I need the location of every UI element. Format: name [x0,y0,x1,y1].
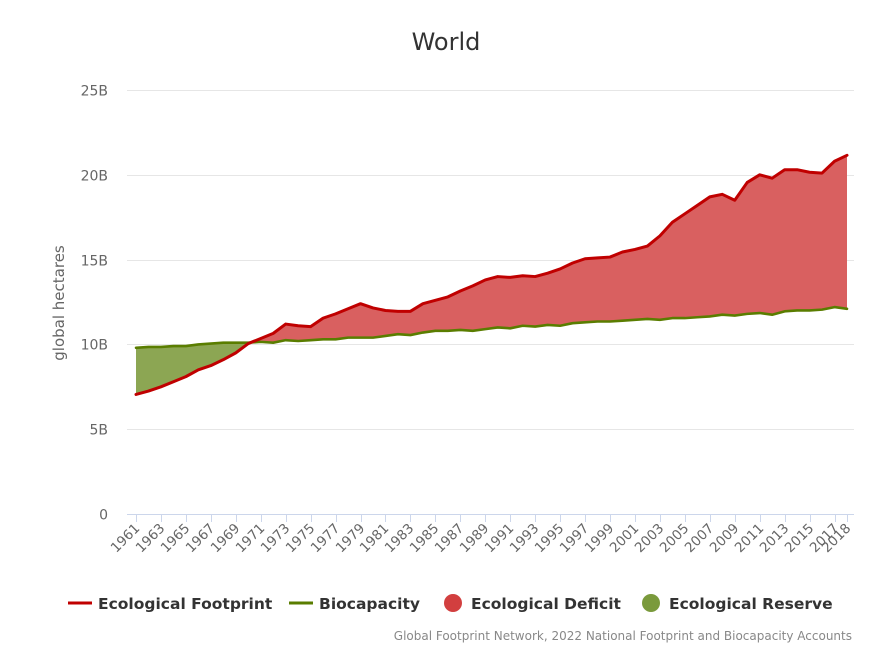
legend-label: Biocapacity [319,595,420,613]
area-fills [136,155,847,395]
y-tick-label: 20B [81,169,108,185]
legend-circle-symbol [642,594,660,612]
legend-label: Ecological Reserve [669,595,833,613]
y-axis-label: global hectares [50,245,68,361]
y-tick-label: 15B [81,254,108,270]
ecological-deficit-area [250,155,847,343]
legend-item-ecological-reserve[interactable]: Ecological Reserve [642,594,833,613]
y-axis-ticks: 0 5B 10B 15B 20B 25B [81,84,108,524]
y-tick-label: 0 [99,508,108,524]
legend-label: Ecological Deficit [471,595,622,613]
x-tick-label: 2018 [819,521,855,557]
y-tick-label: 25B [81,84,108,100]
legend-label: Ecological Footprint [98,595,273,613]
ecological-reserve-area [136,342,251,395]
legend-circle-symbol [444,594,462,612]
chart-title: World [412,28,481,56]
x-axis-ticks: 1961196319651967196919711973197519771979… [108,514,855,557]
legend-item-biocapacity[interactable]: Biocapacity [289,595,420,613]
legend-item-ecological-footprint[interactable]: Ecological Footprint [68,595,273,613]
y-tick-label: 10B [81,338,108,354]
series-lines [134,153,849,396]
y-tick-label: 5B [89,423,108,439]
legend: Ecological Footprint Biocapacity Ecologica… [68,594,833,613]
credits: Global Footprint Network, 2022 National … [394,629,852,643]
ecological-footprint-line [134,153,849,396]
legend-item-ecological-deficit[interactable]: Ecological Deficit [444,594,622,613]
